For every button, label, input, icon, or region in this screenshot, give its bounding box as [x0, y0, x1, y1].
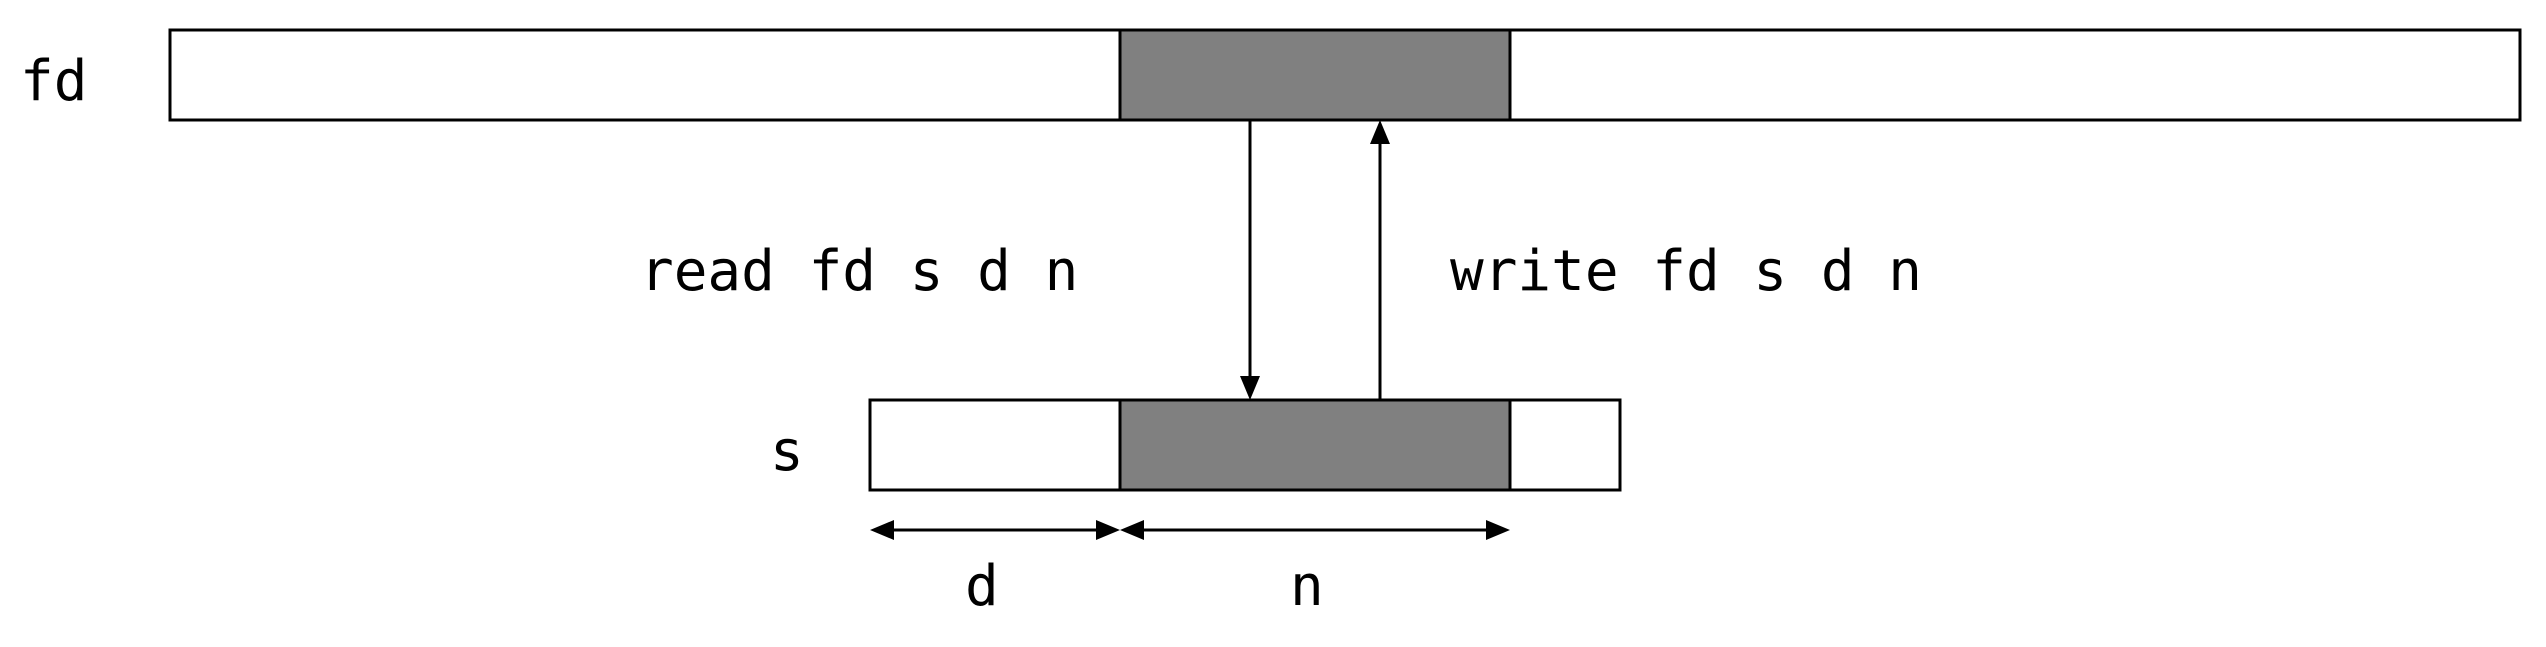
s-label: s	[770, 419, 804, 484]
s-bar-shaded	[1120, 400, 1510, 490]
dim-d-label: d	[965, 554, 999, 619]
dim-d-head-left	[870, 520, 894, 540]
read-arrow-head	[1240, 376, 1260, 400]
read-cmd-label: read fd s d n	[640, 239, 1078, 304]
dim-n-head-right	[1486, 520, 1510, 540]
write-cmd-label: write fd s d n	[1450, 239, 1922, 304]
write-arrow-head	[1370, 120, 1390, 144]
fd-bar-shaded	[1120, 30, 1510, 120]
dim-d-head-right	[1096, 520, 1120, 540]
dim-n-head-left	[1120, 520, 1144, 540]
dim-n-label: n	[1290, 554, 1324, 619]
fd-label: fd	[20, 49, 87, 114]
